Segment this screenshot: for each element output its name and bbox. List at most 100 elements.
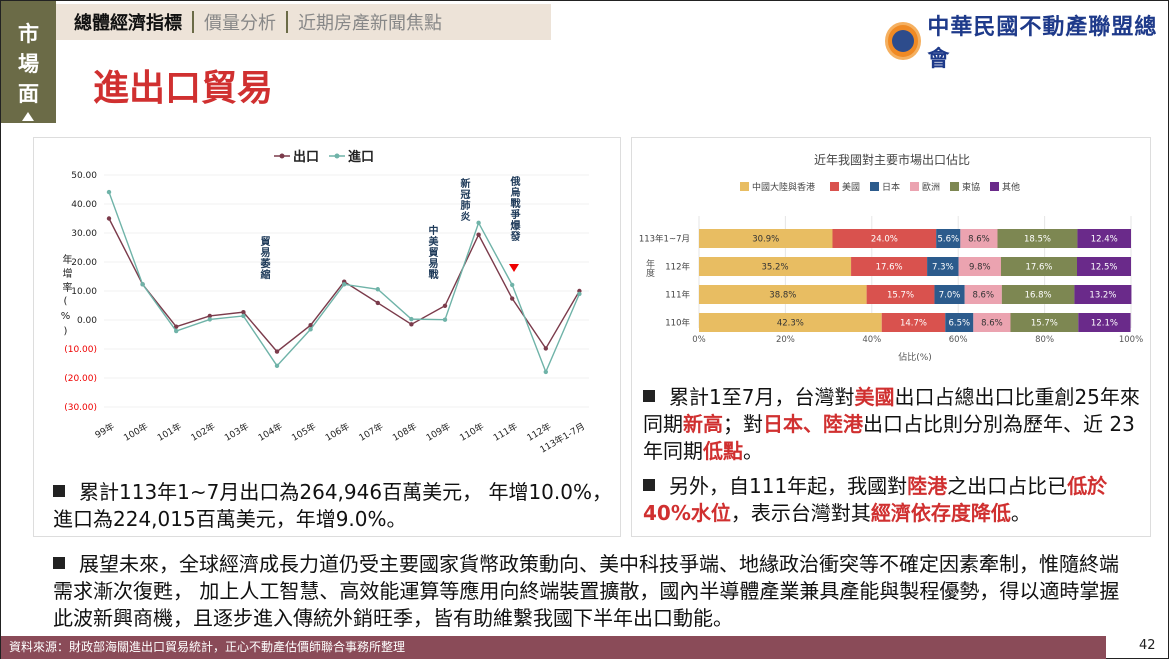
bar-segment [927, 257, 959, 276]
annotation-trade-war: 中美貿易戰 [426, 225, 437, 280]
bar-chart-panel: 近年我國對主要市場出口佔比 中國大陸與香港 美國 日本 歐洲 東協 其他 0% 20% 40% 60… [631, 137, 1151, 537]
bar-segment [997, 229, 1078, 248]
x-axis-label: 佔比(%) [898, 351, 932, 363]
legend-label: 進口 [348, 149, 374, 165]
nav-tabs: 總體經濟指標 價量分析 近期房產新聞焦點 [56, 4, 551, 40]
bar-segment [1001, 285, 1075, 304]
y-tick-label: 40.00 [71, 200, 97, 210]
section-tab-market[interactable]: 市 場 面 [1, 1, 56, 123]
bullet-left: 累計113年1~7月出口為264,946百萬美元， 年增10.0%，進口為224… [53, 479, 613, 533]
data-label: 12.5% [1090, 263, 1117, 273]
bar-segment [973, 313, 1011, 332]
divider [286, 11, 288, 33]
legend-label: 出口 [293, 149, 319, 165]
divider [192, 11, 194, 33]
bar-segment [866, 285, 935, 304]
bar-segment [832, 229, 937, 248]
data-label: 38.8% [769, 291, 796, 301]
tab-news[interactable]: 近期房產新聞焦點 [298, 13, 442, 34]
legend-marker [279, 153, 285, 159]
logo-text: 中華民國不動產聯盟總會 [927, 14, 1158, 72]
bar-segment [1000, 257, 1077, 276]
bullet-icon [53, 485, 65, 497]
line-chart-panel: 50.00 40.00 30.00 20.00 10.00 0.00 (10.00) (20.… [33, 137, 621, 537]
bullet-text: 出口占比則分別為歷年、近 23 年同期 [643, 412, 1135, 463]
triangle-up-icon [22, 112, 34, 121]
data-point [106, 189, 112, 195]
y-tick-label: 110年 [665, 318, 690, 329]
legend-label: 歐洲 [922, 181, 940, 193]
data-point [510, 296, 515, 301]
data-point [174, 328, 179, 334]
y-axis-label: 年增率(%) [60, 254, 71, 341]
x-tick-label: 102年 [189, 420, 218, 443]
bullet-text: 出口占總出口比重創25年來同期 [643, 385, 1140, 436]
data-point [308, 327, 313, 332]
source-footer: 資料來源：財政部海關進出口貿易統計，正心不動產估價師聯合事務所整理 [1, 636, 1106, 659]
x-tick-label: 80% [1035, 335, 1054, 345]
arrow-down-icon [509, 264, 519, 272]
x-tick-label: 111年 [491, 420, 520, 443]
y-tick-label: (30.00) [64, 403, 97, 413]
annotation-covid: 新冠肺炎 [458, 178, 469, 222]
page-title: 進出口貿易 [93, 68, 274, 109]
highlight-text: 低點 [703, 439, 743, 463]
data-label: 17.6% [1025, 263, 1052, 273]
bar-segment [1077, 257, 1131, 276]
data-label: 30.9% [752, 235, 779, 245]
data-label: 8.6% [981, 319, 1003, 329]
x-tick-label: 104年 [256, 420, 285, 443]
highlight-text: 新高 [683, 412, 723, 436]
data-point [140, 282, 145, 287]
x-tick-label: 100% [1119, 335, 1143, 345]
bullet-right-1: 累計1至7月，台灣對美國出口占總出口比重創25年來同期新高；對日本、陸港出口占比… [643, 384, 1143, 465]
data-label: 7.3% [932, 263, 954, 273]
data-point [241, 313, 246, 319]
data-label: 7.0% [939, 291, 961, 301]
bullet-icon [643, 390, 655, 402]
bullet-bottom: 展望未來，全球經濟成長力道仍受主要國家貨幣政策動向、美中科技爭端、地緣政治衝突等… [53, 551, 1133, 632]
side-label: 場 [18, 52, 39, 76]
highlight-text: 美國 [854, 385, 895, 409]
data-point [308, 323, 313, 328]
bullet-text: 。 [743, 439, 763, 463]
y-tick-label: 30.00 [71, 229, 97, 239]
tab-price-volume[interactable]: 價量分析 [204, 13, 276, 34]
y-tick-label: 20.00 [71, 258, 97, 268]
data-label: 15.7% [1031, 319, 1058, 329]
y-tick-label: 111年 [665, 290, 690, 301]
data-label: 42.3% [777, 319, 804, 329]
data-point [543, 369, 548, 375]
data-label: 6.5% [948, 319, 970, 329]
bar-segment [945, 313, 974, 332]
bar-segment [936, 229, 961, 248]
x-tick-label: 100年 [121, 420, 150, 443]
legend-label: 美國 [842, 181, 860, 193]
data-point [241, 309, 246, 315]
legend-marker [334, 153, 340, 159]
annotation-trade-shrink: 貿易萎縮 [258, 236, 269, 280]
legend-swatch [830, 182, 839, 191]
bullet-text: 展望未來，全球經濟成長力道仍受主要國家貨幣政策動向、美中科技爭端、地緣政治衝突等… [53, 552, 1120, 630]
x-tick-label: 40% [862, 335, 881, 345]
y-tick-label: 50.00 [71, 171, 97, 181]
highlight-text: 日本、陸港 [763, 412, 863, 436]
bar-segment [934, 285, 965, 304]
bar-segment [964, 285, 1002, 304]
bar-segment [960, 229, 998, 248]
x-tick-label: 99年 [93, 420, 117, 441]
legend-swatch [740, 182, 749, 191]
legend-swatch [990, 182, 999, 191]
tab-macro[interactable]: 總體經濟指標 [74, 13, 182, 34]
legend-swatch [950, 182, 959, 191]
y-tick-label: (10.00) [64, 345, 97, 355]
bar-segment [1077, 229, 1131, 248]
data-point [342, 282, 347, 287]
bullet-icon [643, 479, 655, 491]
bar-segment [699, 229, 833, 248]
x-tick-label: 107年 [357, 420, 386, 443]
highlight-text: 低於40%水位 [643, 474, 1108, 525]
bar-segment [699, 257, 852, 276]
data-label: 35.2% [762, 263, 789, 273]
